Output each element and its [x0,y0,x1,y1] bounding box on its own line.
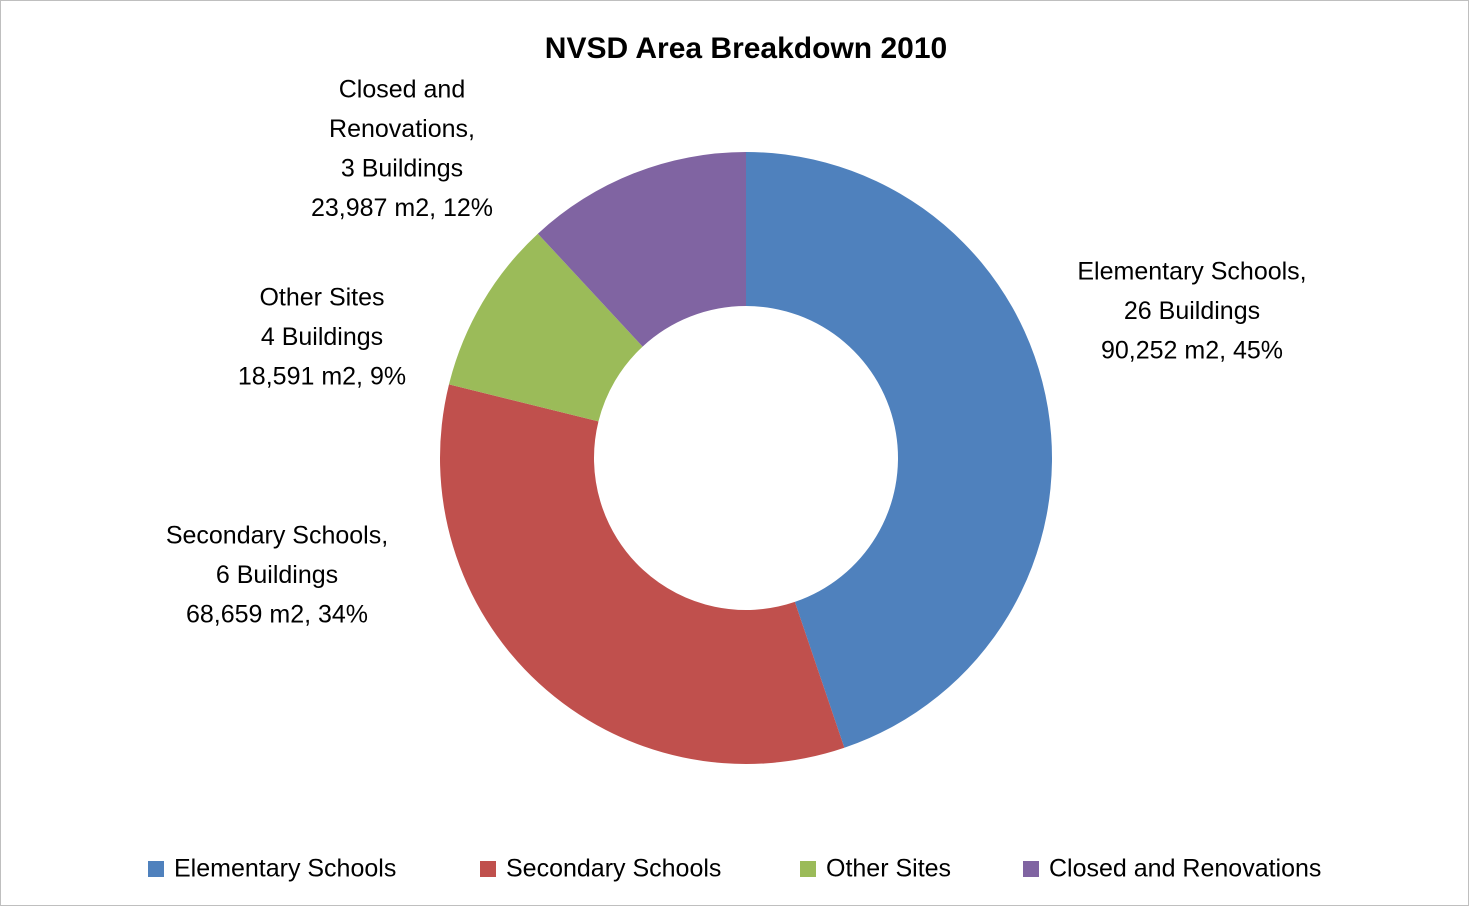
chart-title: NVSD Area Breakdown 2010 [545,32,947,65]
legend-label: Other Sites [826,855,951,883]
legend-swatch [1023,861,1039,877]
legend-swatch [480,861,496,877]
legend-swatch [148,861,164,877]
donut-segment [746,152,1052,748]
data-label: Elementary Schools, [1077,258,1306,286]
data-label: 26 Buildings [1124,297,1260,325]
donut-segment [448,233,643,422]
data-label: 6 Buildings [216,561,338,589]
data-label: Closed and [339,76,465,104]
data-label: 68,659 m2, 34% [186,601,368,629]
data-label: Other Sites [259,284,384,312]
legend-label: Secondary Schools [506,855,721,883]
data-label: 90,252 m2, 45% [1101,337,1283,365]
legend-label: Closed and Renovations [1049,855,1321,883]
data-label: 4 Buildings [261,323,383,351]
data-label: Secondary Schools, [166,522,388,550]
donut-segment [440,384,845,764]
data-label: 23,987 m2, 12% [311,194,493,222]
legend-label: Elementary Schools [174,855,396,883]
legend-swatch [800,861,816,877]
data-label: 18,591 m2, 9% [238,363,406,391]
data-label: 3 Buildings [341,155,463,183]
data-label: Renovations, [329,115,475,143]
donut-segment [537,152,746,347]
